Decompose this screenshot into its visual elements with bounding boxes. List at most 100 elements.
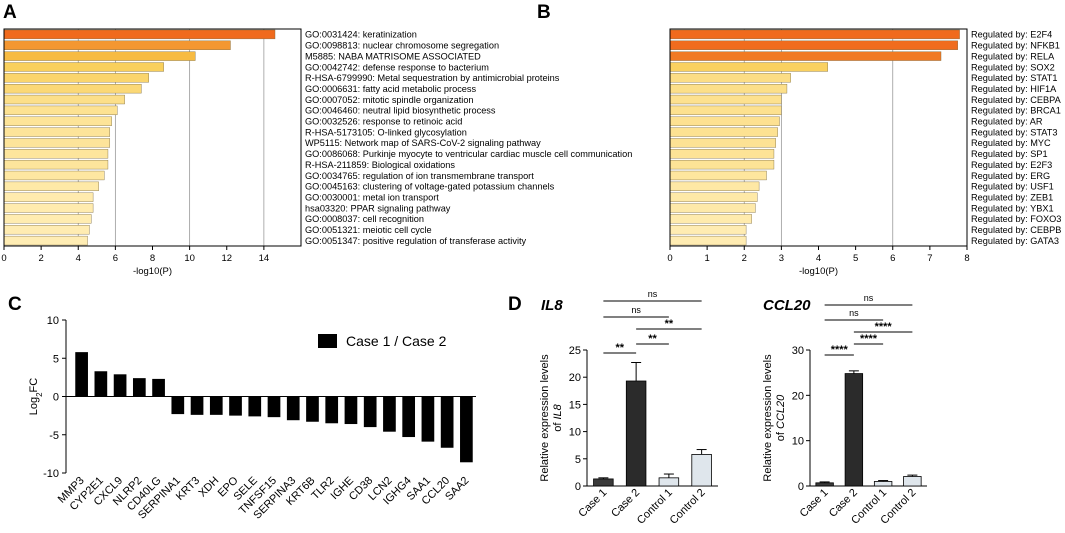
y-axis-label: Log2FC [28, 378, 44, 416]
enrichment-bar [3, 40, 231, 50]
y-tick-label: 0 [575, 481, 581, 493]
enrichment-bar [669, 138, 777, 148]
log2fc-bar [383, 396, 396, 432]
panel-label-a: A [3, 2, 17, 23]
y-tick-label: 20 [569, 372, 581, 384]
enrichment-bar [3, 170, 105, 181]
term-label: GO:0032526: response to retinoic acid [305, 117, 462, 127]
enrichment-bar [3, 149, 109, 159]
plot-frame [3, 28, 302, 247]
log2fc-bar [325, 396, 339, 424]
term-label: GO:0051321: meiotic cell cycle [305, 225, 432, 235]
significance-label: ns [631, 305, 641, 315]
chart-d-ccl20: CCL20 0 10 20 30 Relative expression levels of… [762, 293, 927, 527]
term-label: GO:0030001: metal ion transport [305, 192, 439, 202]
term-label: WP5115: Network map of SARS-CoV-2 signal… [305, 138, 541, 148]
enrichment-bar [3, 29, 276, 40]
x-axis-label: -log10(P) [799, 266, 838, 277]
enrichment-bar [669, 94, 782, 105]
y-tick-label: 10 [792, 436, 804, 448]
enrichment-bar [3, 214, 92, 224]
x-axis-label: -log10(P) [133, 266, 172, 277]
legend-label: Case 1 / Case 2 [346, 333, 447, 349]
enrichment-bar [669, 62, 828, 72]
x-tick-label: 6 [113, 253, 118, 264]
x-tick-label: 1 [704, 253, 709, 264]
term-label: R-HSA-6799990: Metal sequestration by an… [305, 73, 560, 83]
log2fc-bar [113, 374, 127, 397]
y-axis-label-subscript: 2 [35, 392, 44, 397]
term-label: GO:0007052: mitotic spindle organization [305, 95, 474, 105]
x-tick-label: 4 [816, 253, 821, 264]
x-category-label: Control 2 [668, 487, 708, 527]
term-label: GO:0006631: fatty acid metabolic process [305, 84, 476, 94]
chart-d-il8: IL8 0 5 10 15 20 25 Relative expression levels o… [539, 289, 718, 527]
enrichment-bar [3, 181, 99, 191]
term-label: Regulated by: SP1 [971, 149, 1048, 159]
panel-label-d: D [508, 294, 522, 315]
term-label: Regulated by: SOX2 [971, 62, 1055, 72]
enrichment-bar [3, 159, 109, 170]
gene-label: XDH [196, 475, 221, 500]
y-axis-label-gene: of CCL20 [775, 394, 787, 441]
enrichment-bar [3, 203, 94, 213]
enrichment-bar [3, 138, 111, 148]
term-label: Regulated by: STAT1 [971, 73, 1057, 83]
term-label: M5885: NABA MATRISOME ASSOCIATED [305, 51, 481, 61]
enrichment-bar [669, 40, 958, 50]
expression-bar [844, 373, 864, 487]
chart-title: CCL20 [763, 297, 811, 314]
term-label: Regulated by: FOXO3 [971, 214, 1061, 224]
term-label: Regulated by: RELA [971, 51, 1055, 61]
y-axis-label: Relative expression levels [539, 354, 551, 482]
chart-title: IL8 [541, 297, 563, 314]
term-label: GO:0034765: regulation of ion transmembr… [305, 171, 534, 181]
term-label: GO:0046460: neutral lipid biosynthetic p… [305, 106, 496, 116]
x-tick-label: 3 [779, 253, 784, 264]
x-category-label: Case 1 [576, 487, 609, 520]
enrichment-bar [3, 235, 88, 246]
log2fc-bar [286, 396, 300, 421]
expression-bar [815, 482, 834, 487]
y-axis-label: Relative expression levels [762, 354, 774, 482]
x-tick-label: 2 [742, 253, 747, 264]
term-label: R-HSA-5173105: O-linked glycosylation [305, 127, 467, 137]
y-tick-label: 5 [53, 353, 59, 365]
x-tick-label: 2 [38, 253, 43, 264]
enrichment-bar [669, 116, 780, 126]
significance-label: ns [849, 308, 859, 318]
term-label: GO:0098813: nuclear chromosome segregati… [305, 41, 499, 51]
log2fc-bar [75, 352, 88, 397]
expression-bar [691, 454, 712, 487]
y-tick-label: 15 [569, 399, 581, 411]
legend-swatch [318, 334, 337, 348]
y-tick-label: 20 [792, 390, 804, 402]
enrichment-bar [3, 105, 118, 116]
significance-label: **** [860, 333, 878, 345]
y-tick-label: 10 [47, 315, 59, 327]
enrichment-bar [3, 84, 142, 94]
expression-bar [593, 478, 614, 487]
enrichment-bar [669, 181, 760, 191]
significance-label: ns [648, 289, 658, 299]
enrichment-bar [3, 225, 90, 235]
expression-bar [658, 477, 680, 487]
x-tick-label: 14 [259, 253, 270, 264]
enrichment-bar [3, 51, 196, 61]
term-label: GO:0051347: positive regulation of trans… [305, 236, 527, 246]
log2fc-bar [267, 396, 281, 418]
term-label: GO:0086068: Purkinje myocyte to ventricu… [305, 149, 632, 159]
enrichment-bar [669, 105, 782, 116]
significance-label: **** [875, 321, 893, 333]
log2fc-bar [363, 396, 377, 428]
expression-bar [873, 481, 893, 487]
log2fc-bar [344, 396, 358, 425]
term-label: Regulated by: CEBPB [971, 225, 1061, 235]
term-label: Regulated by: STAT3 [971, 127, 1057, 137]
enrichment-bar [669, 159, 775, 170]
log2fc-bar [306, 396, 319, 422]
x-tick-label: 12 [221, 253, 232, 264]
y-tick-label: 30 [792, 345, 804, 357]
log2fc-bar [190, 396, 204, 415]
